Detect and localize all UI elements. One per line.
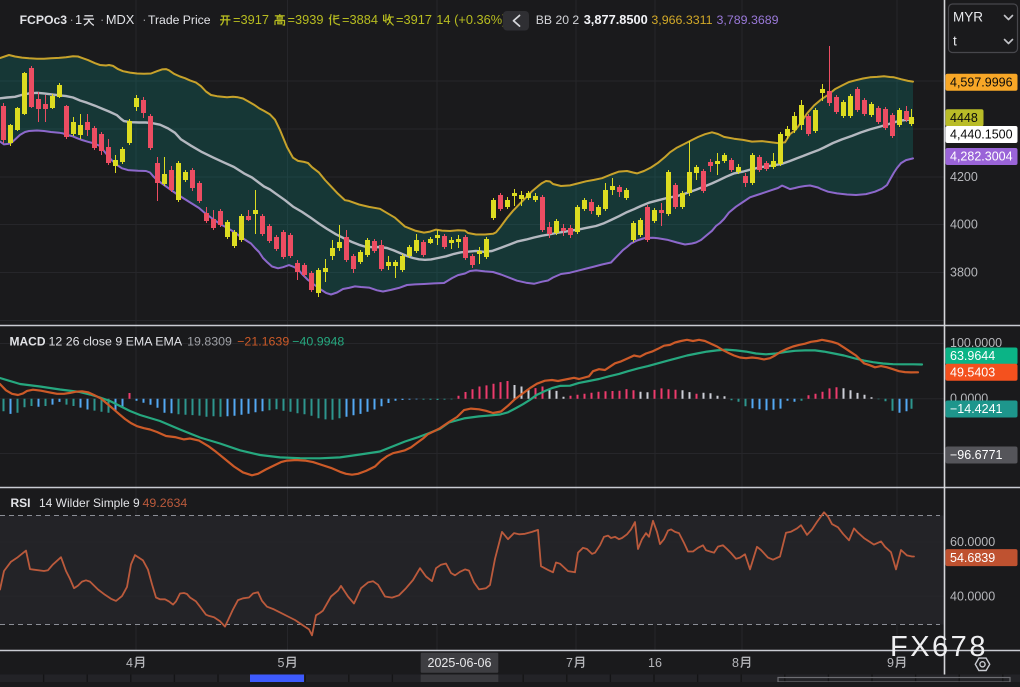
svg-text:4,282.3004: 4,282.3004	[950, 150, 1013, 164]
svg-text:4000: 4000	[950, 218, 978, 232]
svg-text:BB 20 2: BB 20 2	[536, 13, 580, 27]
svg-text:=3884: =3884	[342, 12, 378, 27]
svg-text:8: 8	[732, 656, 739, 670]
svg-text:·: ·	[70, 12, 74, 27]
svg-text:7: 7	[566, 656, 573, 670]
svg-text:MDX: MDX	[106, 12, 135, 27]
svg-text:60.0000: 60.0000	[950, 535, 995, 549]
svg-text:−40.9948: −40.9948	[292, 335, 344, 349]
svg-text:4,440.1500: 4,440.1500	[950, 128, 1013, 142]
svg-text:40.0000: 40.0000	[950, 590, 995, 604]
svg-text:49.2634: 49.2634	[143, 496, 188, 510]
svg-text:=3917: =3917	[396, 12, 432, 27]
svg-text:16: 16	[648, 656, 662, 670]
svg-text:=3917: =3917	[233, 12, 269, 27]
svg-text:3800: 3800	[950, 266, 978, 280]
svg-text:19.8309: 19.8309	[187, 335, 232, 349]
svg-text:Trade Price: Trade Price	[148, 13, 211, 27]
svg-text:−21.1639: −21.1639	[237, 335, 289, 349]
svg-text:9: 9	[887, 656, 894, 670]
svg-text:4448: 4448	[950, 111, 978, 125]
svg-text:FCPOc3: FCPOc3	[20, 13, 68, 27]
svg-text:RSI: RSI	[11, 496, 31, 510]
svg-text:FX678: FX678	[890, 631, 988, 663]
svg-text:MYR: MYR	[953, 10, 983, 25]
svg-text:63.9644: 63.9644	[950, 349, 995, 363]
svg-text:100.0000: 100.0000	[950, 336, 1002, 350]
svg-text:2025-06-06: 2025-06-06	[428, 656, 492, 670]
svg-text:3,966.3311: 3,966.3311	[651, 13, 712, 27]
svg-text:12 26 close 9 EMA EMA: 12 26 close 9 EMA EMA	[49, 335, 183, 349]
svg-text:54.6839: 54.6839	[950, 551, 995, 565]
svg-text:4,597.9996: 4,597.9996	[950, 76, 1013, 90]
svg-text:1: 1	[75, 12, 82, 27]
svg-text:−96.6771: −96.6771	[950, 448, 1003, 462]
svg-text:·: ·	[100, 12, 104, 27]
svg-text:t: t	[953, 34, 957, 49]
svg-text:3,877.8500: 3,877.8500	[584, 12, 648, 27]
svg-text:14 (+0.36%): 14 (+0.36%)	[436, 12, 506, 27]
svg-text:·: ·	[142, 12, 146, 27]
svg-text:MACD: MACD	[10, 335, 46, 349]
svg-text:3,789.3689: 3,789.3689	[717, 13, 779, 27]
svg-text:5: 5	[278, 656, 285, 670]
svg-text:49.5403: 49.5403	[950, 366, 995, 380]
svg-text:4: 4	[126, 656, 133, 670]
svg-text:=3939: =3939	[288, 12, 324, 27]
svg-text:14 Wilder Simple 9: 14 Wilder Simple 9	[39, 496, 140, 510]
svg-text:−14.4241: −14.4241	[950, 402, 1003, 416]
svg-text:4200: 4200	[950, 170, 978, 184]
